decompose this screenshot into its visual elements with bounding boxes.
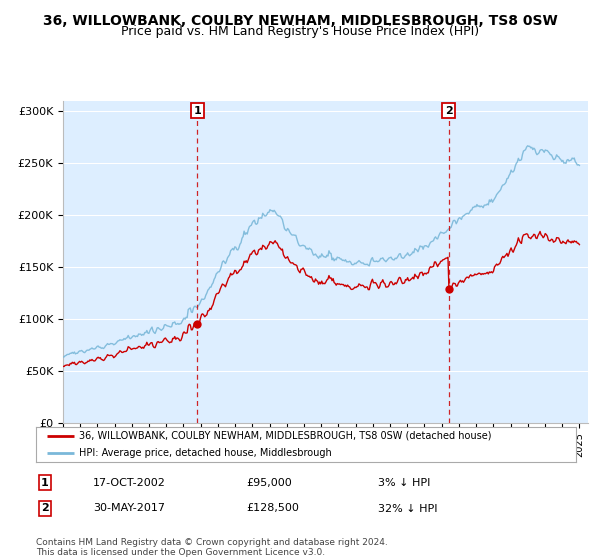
Text: 3% ↓ HPI: 3% ↓ HPI (378, 478, 430, 488)
Text: Contains HM Land Registry data © Crown copyright and database right 2024.
This d: Contains HM Land Registry data © Crown c… (36, 538, 388, 557)
Text: 36, WILLOWBANK, COULBY NEWHAM, MIDDLESBROUGH, TS8 0SW: 36, WILLOWBANK, COULBY NEWHAM, MIDDLESBR… (43, 14, 557, 28)
Bar (197, 101, 449, 423)
Text: 1: 1 (41, 478, 49, 488)
Text: 2: 2 (445, 106, 452, 115)
Text: £95,000: £95,000 (246, 478, 292, 488)
Text: 1: 1 (193, 106, 201, 115)
Text: 17-OCT-2002: 17-OCT-2002 (93, 478, 166, 488)
Text: 32% ↓ HPI: 32% ↓ HPI (378, 503, 437, 514)
Text: 30-MAY-2017: 30-MAY-2017 (93, 503, 165, 514)
Text: HPI: Average price, detached house, Middlesbrough: HPI: Average price, detached house, Midd… (79, 449, 332, 458)
Text: Price paid vs. HM Land Registry's House Price Index (HPI): Price paid vs. HM Land Registry's House … (121, 25, 479, 38)
Text: 36, WILLOWBANK, COULBY NEWHAM, MIDDLESBROUGH, TS8 0SW (detached house): 36, WILLOWBANK, COULBY NEWHAM, MIDDLESBR… (79, 431, 492, 441)
Text: £128,500: £128,500 (246, 503, 299, 514)
Text: 2: 2 (41, 503, 49, 514)
